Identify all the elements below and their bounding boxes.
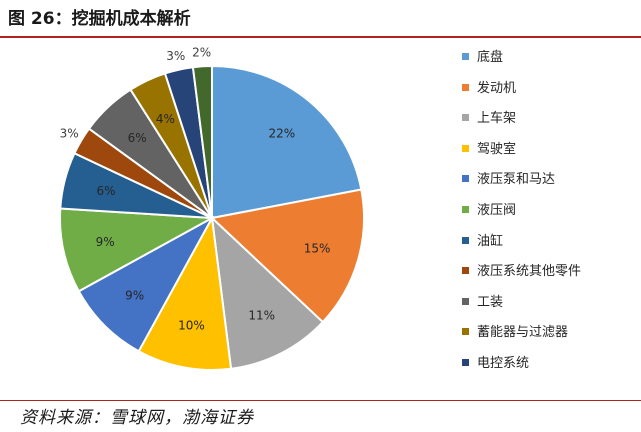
legend-label: 工装: [477, 294, 504, 310]
legend-label: 液压阀: [477, 202, 517, 218]
pie-slice-label: 9%: [96, 235, 115, 249]
legend-item: 驾驶室: [462, 140, 581, 171]
legend-label: 蓄能器与过滤器: [477, 325, 569, 341]
legend-label: 上车架: [477, 111, 517, 127]
legend-swatch: [462, 236, 469, 244]
legend-item: 液压泵和马达: [462, 170, 581, 201]
pie-slice-label: 6%: [96, 184, 115, 198]
pie-slice: [191, 64, 213, 219]
legend-label: 油缸: [477, 233, 504, 249]
legend-swatch: [462, 175, 469, 183]
legend-label: 液压泵和马达: [477, 172, 556, 188]
pie-slice: [210, 215, 325, 370]
legend-swatch: [462, 297, 469, 305]
legend-item: 电控系统: [462, 354, 581, 385]
legend-item: 液压系统其他零件: [462, 262, 581, 293]
legend-item: 蓄能器与过滤器: [462, 323, 581, 354]
legend-swatch: [462, 53, 469, 60]
legend-label: 驾驶室: [477, 141, 517, 157]
legend-item: 液压阀: [462, 201, 581, 232]
pie-slice-label: 10%: [178, 319, 205, 333]
legend-swatch: [462, 205, 469, 213]
legend-swatch: [462, 267, 469, 275]
legend-swatch: [462, 358, 469, 366]
pie-slice-label: 6%: [128, 131, 147, 145]
pie-slice: [77, 215, 215, 353]
legend-swatch: [462, 144, 469, 152]
chart-legend: 底盘发动机上车架驾驶室液压泵和马达 液压阀油缸液压系统其他零件 工装蓄能器与过滤器电…: [462, 48, 581, 385]
pie-slice: [209, 188, 365, 324]
source-rule: [0, 400, 641, 401]
legend-item: 上车架: [462, 109, 581, 140]
legend-swatch: [462, 114, 469, 122]
legend-item: 工装: [462, 293, 581, 324]
legend-swatch: [462, 328, 469, 336]
pie-slice-label: 3%: [60, 127, 79, 141]
pie-slice: [59, 207, 216, 293]
legend-swatch: [462, 83, 469, 91]
legend-label: 液压系统其他零件: [477, 264, 582, 280]
legend-label: 发动机: [477, 80, 517, 96]
legend-label: 电控系统: [477, 355, 530, 371]
title-rule: [0, 36, 641, 38]
legend-label: 底盘: [477, 50, 504, 65]
figure-title: 图 26：挖掘机成本解析: [8, 9, 191, 29]
pie-slice-label: 11%: [248, 309, 275, 323]
legend-item: 发动机: [462, 79, 581, 110]
legend-item: 油缸: [462, 232, 581, 263]
pie-slice: [211, 64, 363, 220]
pie-slice-label: 3%: [166, 49, 185, 63]
pie-slice: [137, 214, 233, 371]
pie-slice-label: 4%: [156, 112, 175, 126]
pie-slice-label: 9%: [125, 288, 144, 302]
source-note: 资料来源：雪球网，渤海证券: [20, 408, 254, 428]
pie-slice-label: 22%: [268, 127, 295, 141]
pie-chart: 22% 15% 11% 10% 9% 9% 6% 3% 6% 4% 3% 2%: [59, 45, 365, 371]
legend-item: 底盘: [462, 48, 581, 79]
pie-slice-label: 15%: [304, 242, 331, 256]
pie-slice-label: 2%: [192, 45, 211, 59]
